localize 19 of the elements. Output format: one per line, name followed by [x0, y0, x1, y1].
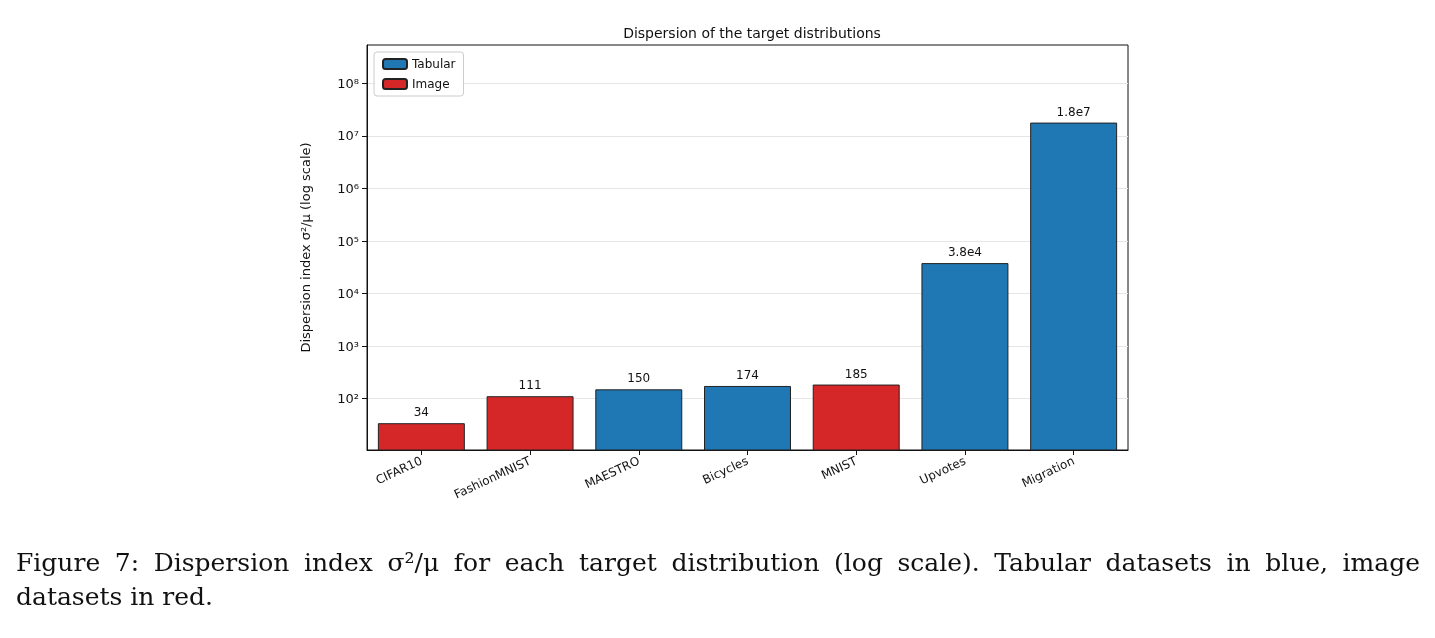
data-label: 1.8e7: [1056, 104, 1091, 119]
data-label: 174: [736, 367, 759, 382]
y-tick-label: 10²: [337, 391, 359, 407]
y-tick-label: 10³: [337, 338, 359, 354]
legend-label: Tabular: [411, 57, 456, 71]
data-label: 150: [627, 371, 651, 386]
y-tick-label: 10⁶: [337, 181, 359, 197]
y-tick-label: 10⁸: [337, 75, 359, 91]
data-label: 111: [518, 378, 542, 393]
legend-label: Image: [412, 77, 450, 91]
y-tick-label: 10⁵: [337, 233, 359, 249]
data-label: 3.8e4: [947, 245, 982, 260]
y-tick-label: 10⁷: [337, 128, 359, 144]
data-label: 185: [844, 366, 868, 381]
data-label: 34: [413, 405, 429, 420]
caption: Figure 7: Dispersion index σ²/μ for each target distribution (log scale). Tabular datasets in blue, image datasets in red.: [16, 547, 1420, 613]
y-tick-label: 10⁴: [337, 286, 359, 302]
chart-title: Dispersion of the target distributions: [623, 25, 881, 41]
y-axis-title: Dispersion index σ²/μ (log scale): [298, 142, 313, 353]
